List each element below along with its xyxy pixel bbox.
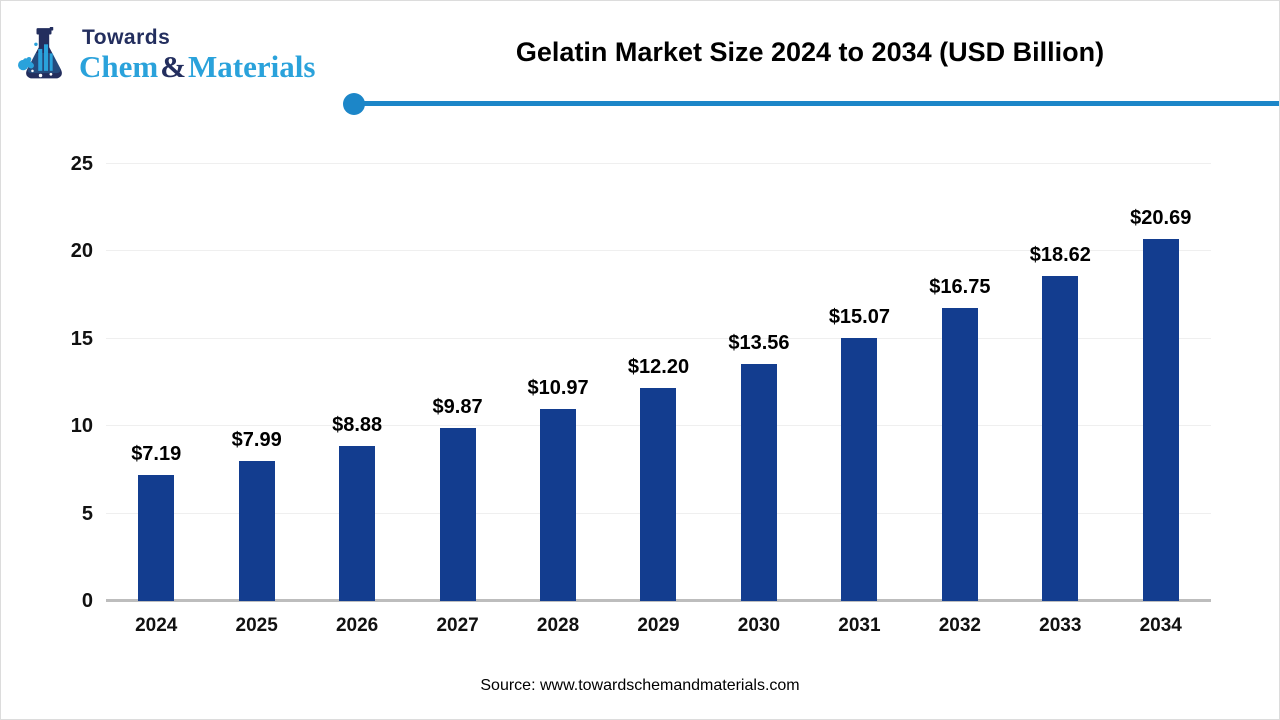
bar-slot: $13.56 [709, 164, 809, 601]
x-axis-tick-label: 2024 [135, 615, 178, 636]
bar [740, 363, 777, 601]
title-divider-line [354, 101, 1279, 106]
bars-row: $7.19 $7.99 $8.88 $9.87 $10.97 $12.20 $13.56 $1… [106, 164, 1211, 601]
brand-line2: Chem&Materials [79, 51, 315, 82]
bar [238, 461, 275, 601]
bar [941, 308, 978, 601]
bar-slot: $10.97 [508, 164, 608, 601]
x-axis-tick-label: 2028 [536, 615, 580, 636]
bar-slot: $7.19 [106, 164, 206, 601]
bar-slot: $9.87 [407, 164, 507, 601]
bar-slot: $8.88 [307, 164, 407, 601]
bar-value-label: $9.87 [432, 396, 483, 419]
bar-value-label: $12.20 [627, 355, 690, 378]
x-axis-tick-label: 2029 [637, 615, 680, 636]
brand-chem: Chem [79, 49, 159, 84]
bar-slot: $15.07 [809, 164, 909, 601]
brand-materials: Materials [188, 49, 316, 84]
y-axis-tick-label: 20 [70, 240, 93, 263]
brand-ampersand: & [160, 49, 187, 84]
y-axis-tick-label: 5 [81, 502, 93, 525]
bar-slot: $7.99 [206, 164, 306, 601]
bar [1142, 239, 1179, 601]
x-axis-tick-label: 2027 [436, 615, 479, 636]
gridline [106, 250, 1211, 252]
bar-slot: $16.75 [910, 164, 1010, 601]
bar-value-label: $20.69 [1130, 207, 1192, 230]
bar-value-label: $10.97 [527, 377, 589, 400]
flask-icon [18, 27, 62, 79]
brand-logo: Towards Chem&Materials [15, 27, 315, 87]
bar [339, 445, 376, 601]
plot-area: $7.19 $7.99 $8.88 $9.87 $10.97 $12.20 $13.56 $1… [106, 163, 1211, 602]
title-divider-dot [343, 93, 365, 115]
x-axis-tick-label: 2025 [235, 615, 278, 636]
x-axis-tick-label: 2034 [1139, 615, 1182, 636]
bar-value-label: $8.88 [332, 413, 383, 436]
y-axis-tick-label: 25 [70, 153, 93, 175]
gridline [106, 163, 1211, 164]
x-axis-tick-label: 2032 [938, 615, 981, 636]
gridline [106, 337, 1211, 339]
brand-line1: Towards [82, 26, 171, 49]
y-axis-tick-label: 10 [70, 415, 93, 438]
y-axis-tick-label: 15 [70, 327, 93, 350]
brand-name: Towards Chem&Materials [79, 27, 315, 82]
y-axis-labels: 0 5 10 15 20 25 [39, 154, 93, 611]
bar-value-label: $16.75 [929, 276, 991, 299]
x-axis-tick-label: 2026 [335, 615, 379, 636]
bar-slot: $20.69 [1111, 164, 1211, 601]
bar [439, 428, 476, 601]
bar-value-label: $7.99 [231, 429, 282, 452]
bar-slot: $18.62 [1010, 164, 1110, 601]
bar [640, 387, 677, 601]
bar [540, 409, 577, 601]
page-title: Gelatin Market Size 2024 to 2034 (USD Bi… [515, 37, 1105, 67]
x-axis-labels: 2024 2025 2026 2027 2028 2029 2030 2031 2032 2033… [106, 615, 1211, 637]
bar [841, 337, 878, 601]
bar-value-label: $15.07 [828, 305, 890, 328]
bar [1042, 275, 1079, 601]
bar [138, 475, 175, 601]
x-axis-tick-label: 2031 [838, 615, 881, 636]
bar-slot: $12.20 [608, 164, 708, 601]
source-text: Source: www.towardschemandmaterials.com [480, 677, 800, 694]
x-axis-tick-label: 2033 [1039, 615, 1082, 636]
x-axis-tick-label: 2030 [737, 615, 781, 636]
bar-value-label: $13.56 [728, 331, 790, 354]
bar-value-label: $7.19 [131, 443, 182, 466]
y-axis-tick-label: 0 [81, 590, 93, 612]
bar-value-label: $18.62 [1029, 243, 1091, 266]
